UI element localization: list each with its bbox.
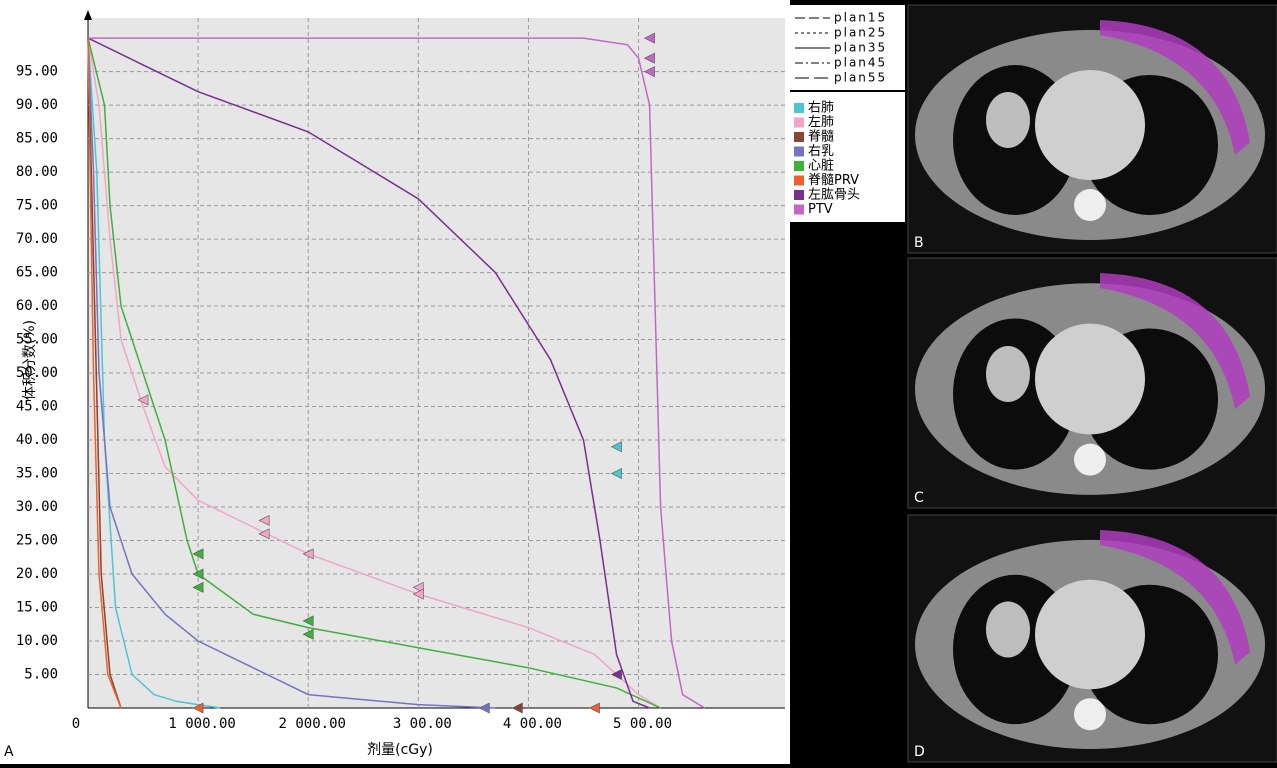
legend-swatch bbox=[794, 175, 804, 186]
dose-marker bbox=[588, 702, 600, 714]
y-axis-label: 体积分数(%) bbox=[22, 320, 38, 400]
y-tick-label: 25.00 bbox=[16, 533, 58, 549]
y-tick-label: 45.00 bbox=[16, 399, 58, 415]
ct-organ bbox=[986, 346, 1030, 403]
panel-label: C bbox=[914, 490, 924, 506]
legend-swatch bbox=[794, 190, 804, 200]
y-tick-label: 85.00 bbox=[16, 131, 58, 147]
dose-marker bbox=[412, 581, 424, 593]
dose-marker bbox=[302, 615, 314, 627]
dose-marker bbox=[511, 702, 523, 714]
dose-marker bbox=[258, 514, 270, 526]
dose-marker bbox=[192, 548, 204, 560]
legend-swatch bbox=[794, 161, 804, 171]
x-tick-label: 3 00.00 bbox=[393, 716, 452, 732]
ct-ptv bbox=[1100, 530, 1250, 665]
dose-marker bbox=[610, 669, 622, 680]
legend-label: 脊髓PRV bbox=[808, 173, 859, 188]
ct-ptv bbox=[1100, 273, 1250, 410]
y-tick-label: 20.00 bbox=[16, 566, 58, 582]
ct-heart bbox=[1035, 323, 1145, 435]
series-line bbox=[87, 38, 496, 709]
x-tick-label: 4 00.00 bbox=[503, 716, 562, 732]
y-tick-label: 15.00 bbox=[16, 600, 58, 616]
legend-swatch bbox=[794, 204, 804, 215]
x-tick-label: 1 000.00 bbox=[168, 716, 235, 732]
y-tick-label: 95.00 bbox=[16, 64, 58, 80]
y-tick-label: 70.00 bbox=[16, 231, 58, 247]
y-tick-label: 60.00 bbox=[16, 298, 58, 314]
legend-label: plan45 bbox=[834, 56, 887, 70]
series-line bbox=[87, 37, 650, 709]
y-tick-label: 5.00 bbox=[24, 667, 58, 683]
legend-label: plan35 bbox=[834, 41, 887, 55]
y-tick-label: 40.00 bbox=[16, 432, 58, 448]
dose-marker bbox=[192, 581, 204, 593]
dose-marker bbox=[478, 702, 490, 714]
legend-label: 右肺 bbox=[808, 101, 834, 116]
dose-marker bbox=[643, 32, 655, 44]
ct-heart bbox=[1035, 579, 1145, 690]
dose-marker bbox=[192, 702, 204, 714]
legend-label: plan15 bbox=[834, 11, 887, 25]
legend-label: plan55 bbox=[834, 71, 887, 85]
series-line bbox=[87, 38, 122, 709]
series-line bbox=[87, 37, 661, 709]
y-tick-label: 80.00 bbox=[16, 164, 58, 180]
dose-marker bbox=[610, 468, 622, 480]
y-tick-label: 30.00 bbox=[16, 499, 58, 515]
panel-label: D bbox=[914, 744, 925, 760]
legend-label: 左肺 bbox=[808, 115, 834, 130]
dose-marker bbox=[302, 628, 314, 640]
y-tick-label: 75.00 bbox=[16, 198, 58, 214]
legend-label: plan25 bbox=[834, 26, 887, 40]
ct-organ bbox=[986, 601, 1030, 658]
dose-marker bbox=[610, 441, 622, 453]
ct-spine bbox=[1074, 698, 1106, 731]
legend-swatch bbox=[794, 103, 804, 113]
y-tick-label: 90.00 bbox=[16, 97, 58, 113]
legend-label: 脊髓 bbox=[808, 130, 834, 145]
panel-label: A bbox=[4, 744, 14, 760]
plot-area bbox=[88, 18, 785, 708]
dose-marker bbox=[302, 548, 314, 560]
series-line bbox=[87, 38, 221, 709]
x-axis-label: 剂量(cGy) bbox=[367, 742, 433, 758]
ct-spine bbox=[1074, 443, 1106, 476]
series-line bbox=[87, 37, 661, 709]
ct-spine bbox=[1074, 189, 1106, 221]
y-tick-label: 10.00 bbox=[16, 633, 58, 649]
panel-label: B bbox=[914, 235, 924, 251]
dose-marker bbox=[412, 588, 424, 600]
ct-heart bbox=[1035, 70, 1145, 180]
x-tick-label: 2 000.00 bbox=[279, 716, 346, 732]
dose-marker bbox=[643, 52, 655, 64]
legend-label: 右乳 bbox=[808, 144, 834, 159]
y-tick-label: 50.00 bbox=[16, 365, 58, 381]
y-tick-label: 55.00 bbox=[16, 332, 58, 348]
legend-swatch bbox=[794, 146, 804, 157]
dose-marker bbox=[192, 568, 204, 580]
axis-arrow bbox=[84, 10, 92, 20]
ct-ptv bbox=[1100, 20, 1250, 155]
series-line bbox=[88, 37, 706, 709]
y-tick-label: 65.00 bbox=[16, 265, 58, 281]
x-tick-label: 5 00.00 bbox=[613, 716, 672, 732]
y-tick-label: 35.00 bbox=[16, 466, 58, 482]
dose-marker bbox=[258, 528, 270, 540]
ct-organ bbox=[986, 92, 1030, 148]
x-tick-label: 0 bbox=[72, 716, 80, 732]
legend-box bbox=[790, 92, 905, 222]
dose-marker bbox=[137, 394, 149, 406]
legend-label: PTV bbox=[808, 202, 833, 217]
dose-marker bbox=[643, 66, 655, 78]
legend-label: 左肱骨头 bbox=[808, 188, 860, 203]
series-line bbox=[87, 38, 122, 709]
legend-swatch bbox=[794, 117, 804, 128]
legend-swatch bbox=[794, 132, 804, 142]
legend-label: 心脏 bbox=[808, 159, 834, 174]
